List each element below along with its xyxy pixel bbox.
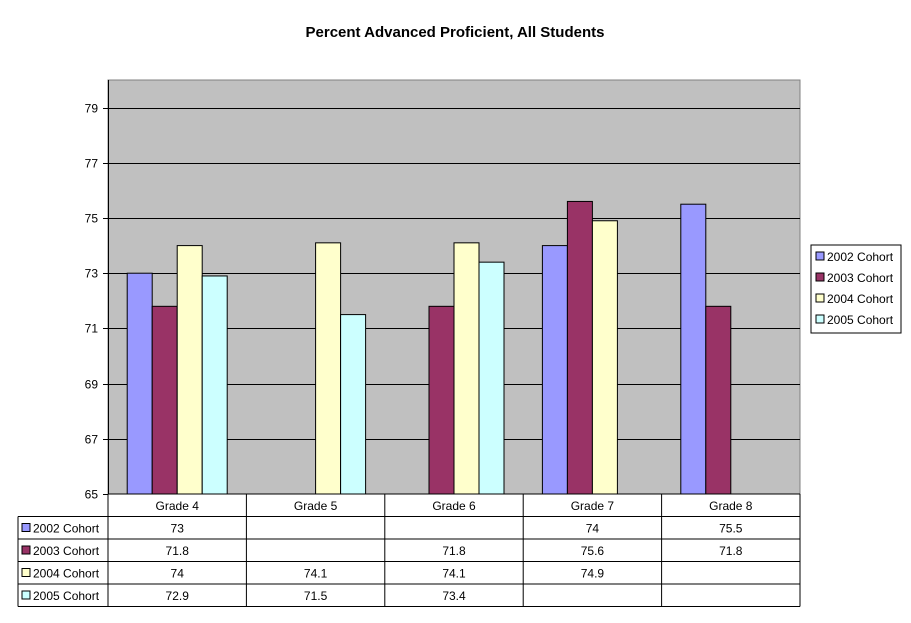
x-tick-label: Grade 8 (709, 499, 753, 513)
table-series-swatch (21, 590, 31, 600)
y-tick-label: 71 (85, 322, 99, 336)
table-cell-value: 74 (171, 567, 185, 581)
bar-2002-cohort-grade-8 (680, 203, 707, 495)
y-tick-label: 77 (85, 157, 99, 171)
table-cell-value: 72.9 (166, 589, 190, 603)
table-cell-value: 71.5 (304, 589, 328, 603)
bar-2002-cohort-grade-7 (541, 245, 568, 495)
legend-swatch (815, 251, 825, 261)
legend-label: 2004 Cohort (827, 292, 894, 306)
legend: 2002 Cohort 2003 Cohort 2004 Cohort 2005 Co… (810, 244, 902, 334)
bar-2003-cohort-grade-4 (151, 305, 178, 495)
x-tick-label: Grade 7 (571, 499, 615, 513)
bar-2003-cohort-grade-8 (705, 305, 732, 495)
x-tick-label: Grade 5 (294, 499, 338, 513)
table-series-swatch (21, 545, 31, 555)
bar-2004-cohort-grade-4 (176, 245, 203, 495)
bar-2004-cohort-grade-7 (591, 220, 618, 495)
table-series-name: 2005 Cohort (33, 589, 100, 603)
legend-label: 2003 Cohort (827, 271, 894, 285)
y-axis: 65 67 69 71 73 75 77 79 (85, 80, 109, 502)
table-cell-value: 74.1 (442, 567, 466, 581)
table-cell-value: 74.1 (304, 567, 328, 581)
legend-swatch (815, 314, 825, 324)
bar-2003-cohort-grade-7 (566, 200, 593, 495)
plot-area (107, 79, 801, 495)
bar-2004-cohort-grade-6 (453, 242, 480, 495)
y-tick-label: 73 (85, 267, 99, 281)
bar-2004-cohort-grade-5 (315, 242, 342, 495)
y-tick-label: 75 (85, 212, 99, 226)
bar-2005-cohort-grade-5 (340, 314, 367, 495)
x-tick-label: Grade 6 (432, 499, 476, 513)
bar-2002-cohort-grade-4 (126, 272, 153, 495)
x-tick-label: Grade 4 (156, 499, 200, 513)
legend-swatch (815, 293, 825, 303)
bar-2003-cohort-grade-6 (428, 305, 455, 495)
table-series-swatch (21, 568, 31, 577)
y-tick-label: 65 (85, 488, 99, 502)
table-cell-value: 75.6 (581, 544, 605, 558)
y-tick-label: 69 (85, 378, 99, 392)
legend-label: 2002 Cohort (827, 250, 894, 264)
data-table: Grade 4 Grade 5 Grade 6 Grade 7 Grade 8 2002 … (17, 493, 801, 607)
legend-box (810, 244, 902, 334)
legend-swatch (815, 272, 825, 282)
table-cell-value: 74 (586, 522, 600, 536)
table-series-swatch (21, 523, 31, 532)
bar-2005-cohort-grade-6 (478, 261, 505, 495)
table-series-name: 2004 Cohort (33, 567, 100, 581)
table-cell-value: 71.8 (442, 544, 466, 558)
legend-label: 2005 Cohort (827, 313, 894, 327)
table-cell-value: 73.4 (442, 589, 466, 603)
bar-2005-cohort-grade-4 (201, 275, 228, 495)
y-tick-label: 67 (85, 433, 99, 447)
y-tick-label: 79 (85, 102, 99, 116)
table-series-name: 2002 Cohort (33, 522, 100, 536)
table-cell-value: 71.8 (166, 544, 190, 558)
table-cell-value: 75.5 (719, 522, 743, 536)
table-cell-value: 73 (171, 522, 185, 536)
table-cell-value: 71.8 (719, 544, 743, 558)
chart-title: Percent Advanced Proficient, All Student… (306, 24, 605, 41)
table-cell-value: 74.9 (581, 567, 605, 581)
table-series-name: 2003 Cohort (33, 544, 100, 558)
